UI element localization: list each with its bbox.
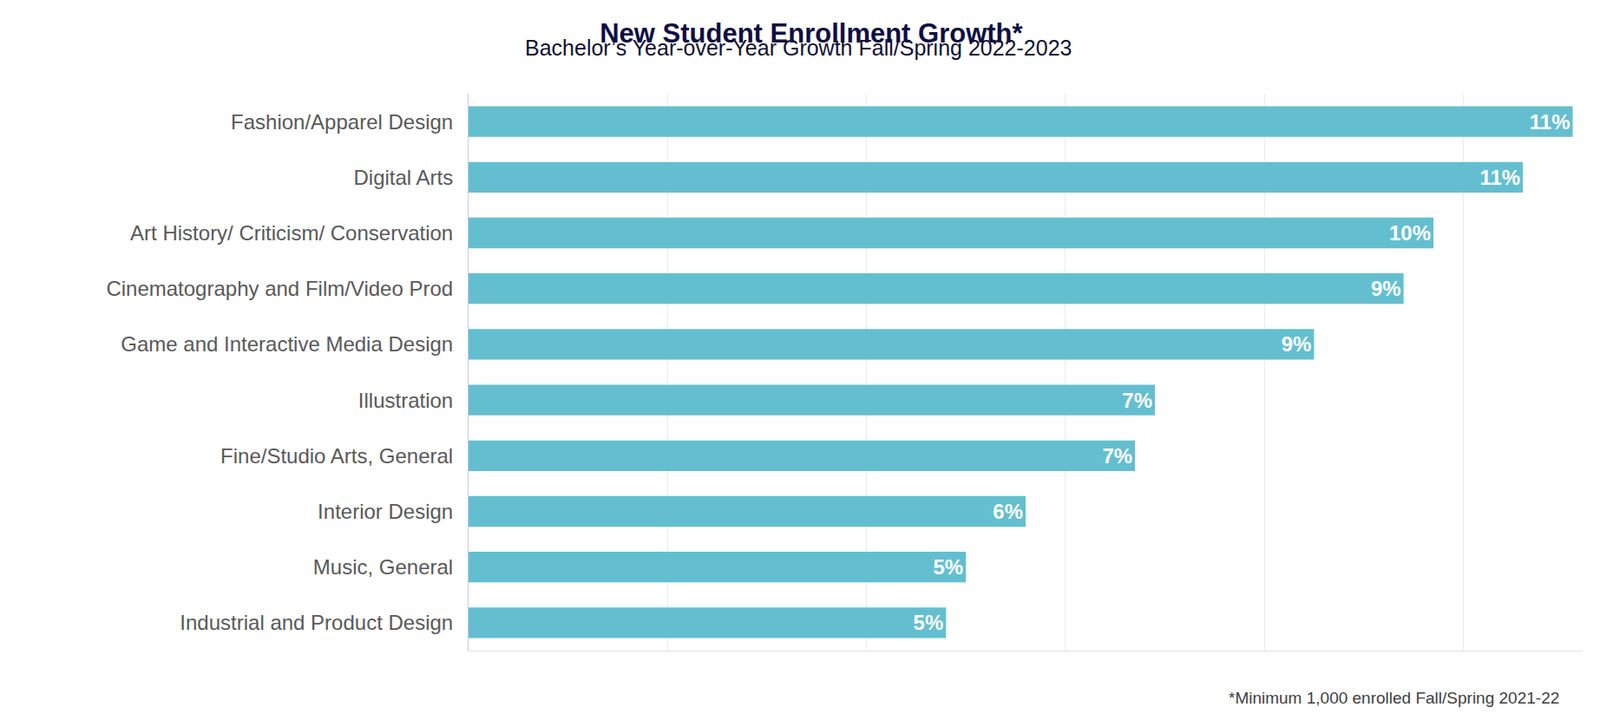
svg-text:New Student Enrollment Growth*: New Student Enrollment Growth* (599, 18, 1023, 49)
svg-text:Digital Arts: Digital Arts (353, 165, 453, 190)
svg-text:5%: 5% (913, 610, 945, 635)
svg-text:Art History/ Criticism/ Conser: Art History/ Criticism/ Conservation (130, 221, 453, 245)
svg-text:Music, General: Music, General (313, 555, 453, 579)
svg-text:5%: 5% (933, 555, 964, 579)
svg-text:7%: 7% (1121, 388, 1153, 413)
svg-text:7%: 7% (1101, 444, 1133, 468)
svg-text:Game and Interactive Media Des: Game and Interactive Media Design (120, 332, 453, 356)
svg-text:11%: 11% (1479, 165, 1521, 190)
svg-text:10%: 10% (1389, 221, 1431, 245)
svg-text:*Minimum 1,000 enrolled Fall/S: *Minimum 1,000 enrolled Fall/Spring 2021… (1228, 688, 1560, 708)
svg-text:Illustration: Illustration (358, 388, 453, 413)
svg-text:Interior Design: Interior Design (317, 499, 453, 524)
svg-text:6%: 6% (992, 499, 1023, 524)
svg-text:9%: 9% (1281, 332, 1312, 356)
svg-text:9%: 9% (1370, 276, 1402, 301)
svg-text:Fine/Studio Arts, General: Fine/Studio Arts, General (220, 444, 453, 468)
svg-text:11%: 11% (1529, 110, 1571, 134)
svg-text:Fashion/Apparel Design: Fashion/Apparel Design (230, 110, 453, 134)
svg-text:Bachelor’s Year-over-Year Grow: Bachelor’s Year-over-Year Growth Fall/Sp… (524, 35, 1072, 60)
svg-text:Cinematography and Film/Video: Cinematography and Film/Video Prod (105, 276, 453, 301)
svg-text:Industrial and Product Design: Industrial and Product Design (179, 610, 453, 635)
